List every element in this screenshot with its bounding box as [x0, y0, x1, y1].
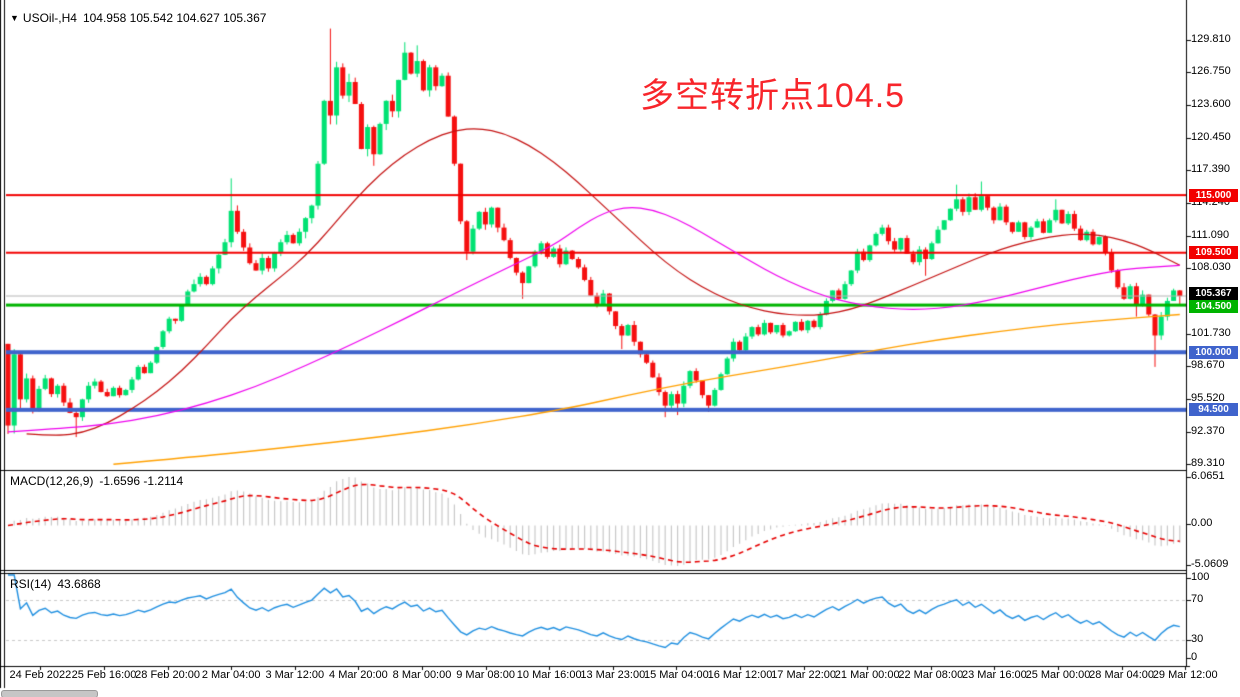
time-axis-label: 25 Feb 16:00 — [71, 669, 137, 681]
price-tick-label: 117.390 — [1191, 163, 1230, 176]
rsi-tick-label: 30 — [1191, 633, 1204, 645]
price-tick-label: 108.030 — [1191, 261, 1231, 274]
price-tick-label: 92.370 — [1191, 425, 1225, 438]
time-axis-label: 9 Mar 08:00 — [456, 669, 515, 681]
macd-tick-label: 0.00 — [1191, 517, 1213, 529]
time-axis-label: 28 Mar 04:00 — [1089, 669, 1155, 681]
rsi-label: RSI(14) — [10, 577, 52, 591]
rsi-tick-label: 100 — [1191, 571, 1210, 583]
rsi-tick-label: 0 — [1191, 651, 1198, 663]
time-axis-label: 29 Mar 12:00 — [1152, 669, 1218, 681]
time-axis-label: 25 Mar 00:00 — [1025, 669, 1091, 681]
time-axis-label: 2 Mar 04:00 — [201, 669, 261, 681]
price-tick-label: 111.090 — [1191, 229, 1230, 242]
macd-tick-label: -5.0609 — [1191, 558, 1229, 570]
time-axis-label: 15 Mar 04:00 — [643, 669, 709, 681]
price-tick-label: 120.450 — [1191, 131, 1231, 144]
price-tag-support-100: 100.000 — [1189, 345, 1238, 359]
price-tick-label: 126.750 — [1191, 65, 1231, 78]
price-tick-label: 101.730 — [1191, 327, 1231, 340]
symbol-period-label: USOil-,H4 — [22, 11, 77, 25]
macd-values: -1.6596 -1.2114 — [99, 474, 184, 488]
price-tag-resistance-115: 115.000 — [1189, 188, 1238, 202]
collapse-arrow-icon[interactable]: ▼ — [10, 13, 19, 23]
time-axis-label: 21 Mar 00:00 — [834, 669, 900, 681]
chart-header: ▼ USOil-,H4 104.958 105.542 104.627 105.36… — [10, 11, 266, 25]
annotation-text: 多空转折点104.5 — [640, 77, 906, 115]
price-tag-pivot-104-5: 104.500 — [1189, 299, 1238, 313]
price-tag-resistance-109-5: 109.500 — [1189, 246, 1238, 260]
price-tick-label: 129.810 — [1191, 33, 1231, 45]
time-axis-label: 22 Mar 08:00 — [898, 669, 964, 681]
rsi-header: RSI(14) 43.6868 — [10, 577, 101, 591]
price-tag-current-price: 105.367 — [1189, 286, 1238, 300]
time-axis-label: 3 Mar 12:00 — [265, 669, 325, 681]
price-tick-label: 98.670 — [1191, 359, 1225, 372]
rsi-tick-label: 70 — [1191, 593, 1204, 605]
price-tick-label: 123.600 — [1191, 98, 1231, 111]
time-axis-label: 23 Mar 16:00 — [961, 669, 1027, 681]
time-axis-label: 17 Mar 22:00 — [771, 669, 837, 681]
price-tick-label: 95.520 — [1191, 392, 1225, 405]
h-scrollbar-thumb[interactable] — [1, 690, 98, 697]
time-axis-label: 13 Mar 23:00 — [580, 669, 646, 681]
time-axis-label: 10 Mar 16:00 — [516, 669, 582, 681]
macd-header: MACD(12,26,9) -1.6596 -1.2114 — [10, 474, 183, 488]
time-axis-label: 16 Mar 12:00 — [707, 669, 773, 681]
time-axis-label: 4 Mar 20:00 — [329, 669, 388, 681]
price-tag-support-94-5: 94.500 — [1189, 403, 1238, 417]
time-axis-label: 24 Feb 2022 — [9, 669, 72, 681]
macd-label: MACD(12,26,9) — [10, 474, 94, 488]
macd-tick-label: 6.0651 — [1191, 470, 1225, 482]
time-axis-label: 8 Mar 00:00 — [392, 669, 452, 681]
ohlc-values: 104.958 105.542 104.627 105.367 — [82, 11, 267, 25]
time-axis-label: 28 Feb 20:00 — [135, 669, 201, 681]
rsi-value: 43.6868 — [57, 577, 101, 591]
price-tick-label: 89.310 — [1191, 457, 1225, 470]
